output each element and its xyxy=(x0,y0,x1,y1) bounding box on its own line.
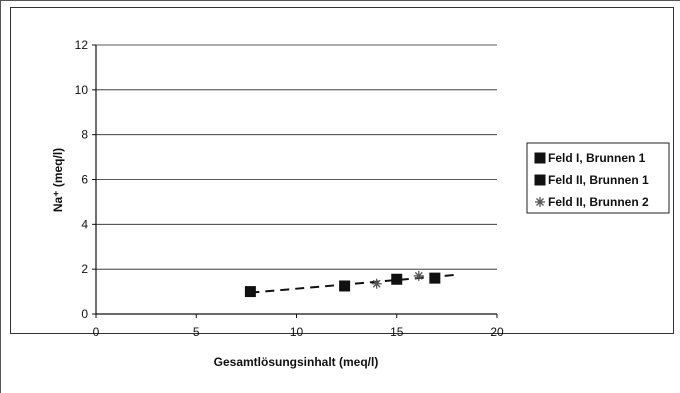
y-axis-title: Na⁺ (meq/l) xyxy=(51,148,65,212)
data-point-s1-p0 xyxy=(339,280,351,292)
legend-marker-2 xyxy=(535,197,545,207)
grid-layer xyxy=(96,44,497,270)
data-point-s2-p1-stroke-3 xyxy=(414,271,423,280)
legend-marker-2-stroke-3 xyxy=(536,198,544,206)
data-point-s2-p1 xyxy=(413,270,424,281)
data-point-s2-p0-stroke-3 xyxy=(372,279,381,288)
tick-layer: 0 2 4 6 8 10 12 0 5 10 15 20 xyxy=(75,38,504,339)
x-tick-label: 10 xyxy=(290,325,304,339)
y-tick-label: 6 xyxy=(81,173,88,187)
x-tick-label: 15 xyxy=(390,325,404,339)
y-tick-label: 10 xyxy=(75,83,89,97)
points-layer xyxy=(244,270,441,298)
legend-label-2: Feld II, Brunnen 2 xyxy=(548,195,649,209)
x-tick-label: 5 xyxy=(193,325,200,339)
x-tick-label: 20 xyxy=(490,325,504,339)
y-tick-label: 12 xyxy=(75,38,89,52)
data-point-s1-p2 xyxy=(429,272,441,284)
trendline xyxy=(250,273,457,294)
legend-box xyxy=(526,142,670,214)
chart-area xyxy=(10,7,674,334)
y-tick-label: 8 xyxy=(81,128,88,142)
trend-layer xyxy=(250,273,457,294)
x-tick-label: 0 xyxy=(93,325,100,339)
legend-marker-1 xyxy=(534,174,546,186)
y-tick-label: 2 xyxy=(81,262,88,276)
legend-marker-0 xyxy=(534,152,546,164)
data-point-s2-p0 xyxy=(371,278,382,289)
x-axis-title: Gesamtlösungsinhalt (meq/l) xyxy=(214,355,379,369)
legend-label-0: Feld I, Brunnen 1 xyxy=(548,151,646,165)
y-tick-label: 4 xyxy=(81,217,88,231)
legend-label-1: Feld II, Brunnen 1 xyxy=(548,173,649,187)
legend: Feld I, Brunnen 1 Feld II, Brunnen 1 Feld … xyxy=(526,142,670,214)
data-point-s0-p0 xyxy=(244,286,256,298)
y-tick-label: 0 xyxy=(81,307,88,321)
data-point-s1-p1 xyxy=(391,273,403,285)
